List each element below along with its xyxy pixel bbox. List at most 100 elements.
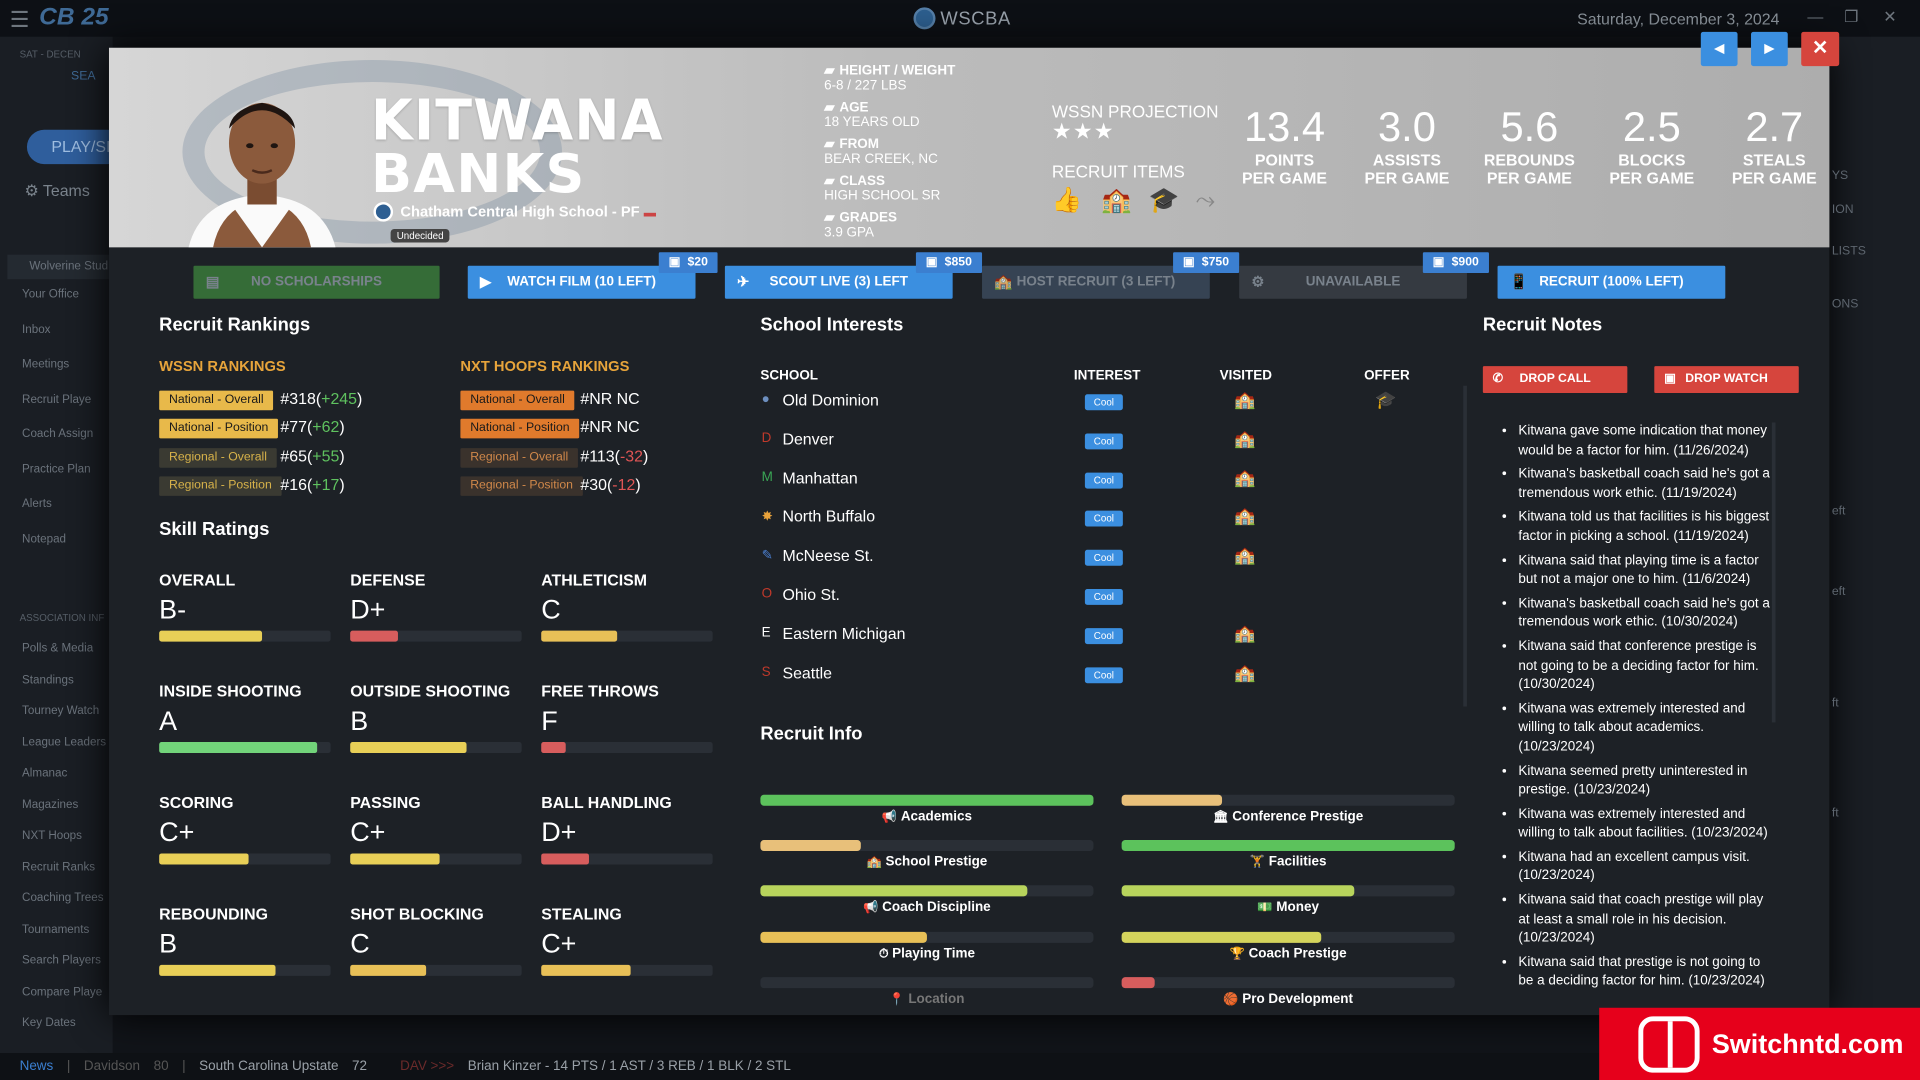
stat-value: 3.0 (1377, 104, 1436, 151)
player-last-name: BANKS (371, 143, 586, 206)
sidebar-search[interactable]: SEA (71, 69, 96, 84)
sidebar-assoc-item[interactable]: Polls & Media (22, 641, 94, 656)
sidebar-item[interactable]: Practice Plan (22, 462, 91, 476)
sidebar-assoc-item[interactable]: NXT Hoops (22, 828, 82, 843)
sidebar-assoc-item[interactable]: Recruit Ranks (22, 860, 96, 874)
sidebar-item[interactable]: Inbox (22, 322, 51, 337)
ticker-news[interactable]: News (19, 1059, 54, 1074)
school-name[interactable]: McNeese St. (782, 546, 874, 565)
skill-bar-fill (350, 964, 426, 976)
stat-line1: ASSISTS (1372, 150, 1441, 169)
skill-bar-fill (541, 964, 631, 976)
game-logo-year: 25 (81, 3, 109, 31)
player-first-name: KITWANA (371, 87, 664, 154)
school-name[interactable]: Eastern Michigan (782, 624, 906, 643)
money-icon: ▣ (925, 255, 938, 270)
interests-scrollbar[interactable] (1463, 385, 1467, 707)
route-icon[interactable]: ⤳ (1195, 187, 1216, 215)
action-button[interactable]: ✈ SCOUT LIVE (3) LEFT (724, 265, 953, 299)
sidebar-item[interactable]: Your Office (22, 287, 79, 302)
school-building-icon[interactable]: 🏫 (1101, 187, 1132, 215)
recruit-info-bar (1121, 976, 1455, 988)
school-name[interactable]: Manhattan (782, 468, 858, 487)
skill-label: PASSING (350, 793, 421, 812)
bio-label-text: GRADES (839, 210, 897, 226)
drop-call-button[interactable]: ✆ DROP CALL (1482, 366, 1628, 394)
graduation-cap-icon[interactable]: 🎓 (1148, 187, 1179, 215)
previous-player-button[interactable]: ◀ (1700, 31, 1738, 67)
action-button[interactable]: 📱 RECRUIT (100% LEFT) (1497, 265, 1726, 299)
sidebar-assoc-item[interactable]: Almanac (22, 766, 68, 781)
next-player-button[interactable]: ▶ (1751, 31, 1788, 67)
note-item: Kitwana gave some indication that money … (1518, 422, 1773, 460)
skill-bar (350, 630, 522, 642)
sidebar-assoc-item[interactable]: Compare Playe (22, 985, 103, 999)
col-offer: OFFER (1364, 368, 1410, 384)
recruit-info-label: 🏫 School Prestige (760, 855, 1093, 870)
sidebar-assoc-item[interactable]: Tournaments (22, 922, 90, 937)
sidebar-item[interactable]: Coach Assign (22, 427, 94, 441)
menu-icon[interactable]: ☰ (9, 7, 30, 32)
school-name[interactable]: North Buffalo (782, 507, 876, 526)
sidebar-item[interactable]: Alerts (22, 497, 52, 511)
recruit-items-label: RECRUIT ITEMS (1051, 161, 1185, 182)
rank-value: #318(+245) (280, 389, 363, 408)
sidebar-teams[interactable]: ⚙ Teams (24, 181, 90, 200)
sidebar-item[interactable]: Recruit Playe (22, 392, 92, 406)
rank-number: #16 (280, 474, 307, 494)
rank-value: #16(+17) (280, 474, 345, 494)
action-label: UNAVAILABLE (1305, 274, 1401, 289)
skill-bar (159, 964, 331, 976)
skill-grade: B (350, 705, 369, 736)
play-sim-button[interactable]: PLAY/SI (26, 129, 125, 165)
drop-watch-button[interactable]: ▣ DROP WATCH (1654, 366, 1799, 394)
film-icon: ▣ (1664, 372, 1676, 386)
close-modal-button[interactable]: ✕ (1801, 31, 1840, 67)
thumbs-up-icon[interactable]: 👍 (1051, 187, 1083, 215)
minimize-icon[interactable]: — (1807, 7, 1824, 26)
money-icon: ▣ (668, 255, 681, 270)
sidebar-assoc-item[interactable]: Key Dates (22, 1016, 76, 1030)
rank-badge: National - Overall (460, 390, 575, 411)
skill-label: STEALING (541, 904, 622, 924)
school-name[interactable]: Old Dominion (782, 390, 879, 409)
sidebar-item[interactable]: Notepad (22, 532, 67, 546)
school-name[interactable]: Ohio St. (782, 585, 840, 604)
player-header: KITWANA BANKS Chatham Central High Schoo… (108, 47, 1830, 248)
skill-bar (541, 853, 713, 865)
note-item: Kitwana seemed pretty uninterested in pr… (1518, 762, 1773, 800)
note-item: Kitwana said that coach prestige will pl… (1518, 892, 1773, 949)
stat-block: 2.5 BLOCKS PER GAME (1584, 104, 1719, 187)
recruit-info-label-text: Facilities (1268, 854, 1327, 870)
school-logo-icon: D (761, 430, 772, 446)
sidebar-assoc-item[interactable]: Magazines (22, 797, 79, 812)
sidebar-item[interactable]: Meetings (22, 357, 70, 372)
stat-line1: REBOUNDS (1483, 150, 1575, 169)
rank-badge: Regional - Overall (460, 447, 579, 468)
sidebar-assoc-item[interactable]: Search Players (22, 953, 101, 968)
close-window-icon[interactable]: ✕ (1883, 7, 1897, 26)
stat-line2: PER GAME (1486, 168, 1572, 188)
ticker-score1: 80 (153, 1059, 169, 1074)
background-fragment: YS (1831, 168, 1849, 183)
action-button[interactable]: ▶ WATCH FILM (10 LEFT) (467, 265, 696, 299)
note-item: Kitwana had an excellent campus visit. (… (1518, 848, 1773, 886)
sidebar-assoc-item[interactable]: Standings (22, 672, 74, 687)
recruit-info-label: 💵 Money (1122, 900, 1455, 915)
stat-block: 2.7 STEALS PER GAME (1707, 104, 1842, 187)
recruit-info-icon: 🏋 (1249, 856, 1266, 870)
rank-delta: -12 (612, 474, 636, 494)
notes-scrollbar[interactable] (1771, 422, 1776, 723)
background-right-column (1829, 36, 1920, 1054)
skill-grade: D+ (350, 593, 386, 625)
sidebar-assoc-item[interactable]: Tourney Watch (22, 704, 100, 718)
maximize-icon[interactable]: ❐ (1844, 7, 1859, 26)
sidebar-team-name[interactable]: Wolverine Stud (7, 254, 113, 280)
sidebar-assoc-item[interactable]: Coaching Trees (22, 891, 104, 905)
sidebar-assoc-item[interactable]: League Leaders (22, 735, 107, 749)
skill-bar-fill (159, 742, 317, 754)
interest-badge: Cool (1084, 433, 1123, 450)
school-name[interactable]: Denver (782, 429, 834, 448)
school-name[interactable]: Seattle (782, 663, 833, 682)
background-fragment: ft (1831, 806, 1839, 821)
